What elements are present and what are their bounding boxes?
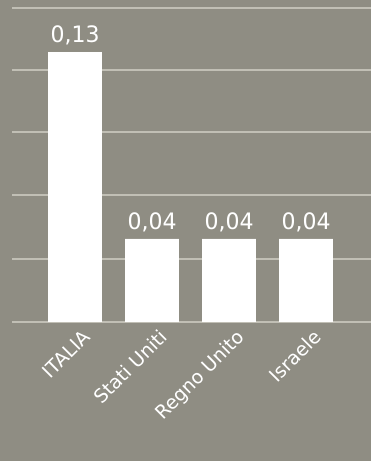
value-labels: 0,13 0,04 0,04 0,04 xyxy=(51,23,331,235)
bar xyxy=(125,238,179,322)
value-label: 0,04 xyxy=(128,210,177,235)
value-label: 0,04 xyxy=(282,210,331,235)
bar xyxy=(48,51,102,323)
category-tick-label: Israele xyxy=(265,326,326,387)
bar xyxy=(279,238,333,322)
bar xyxy=(202,238,256,322)
category-tick-label: Stati Uniti xyxy=(90,326,172,408)
category-tick-label: ITALIA xyxy=(38,326,95,383)
value-label: 0,04 xyxy=(205,210,254,235)
value-label: 0,13 xyxy=(51,23,100,48)
bars xyxy=(48,51,333,323)
